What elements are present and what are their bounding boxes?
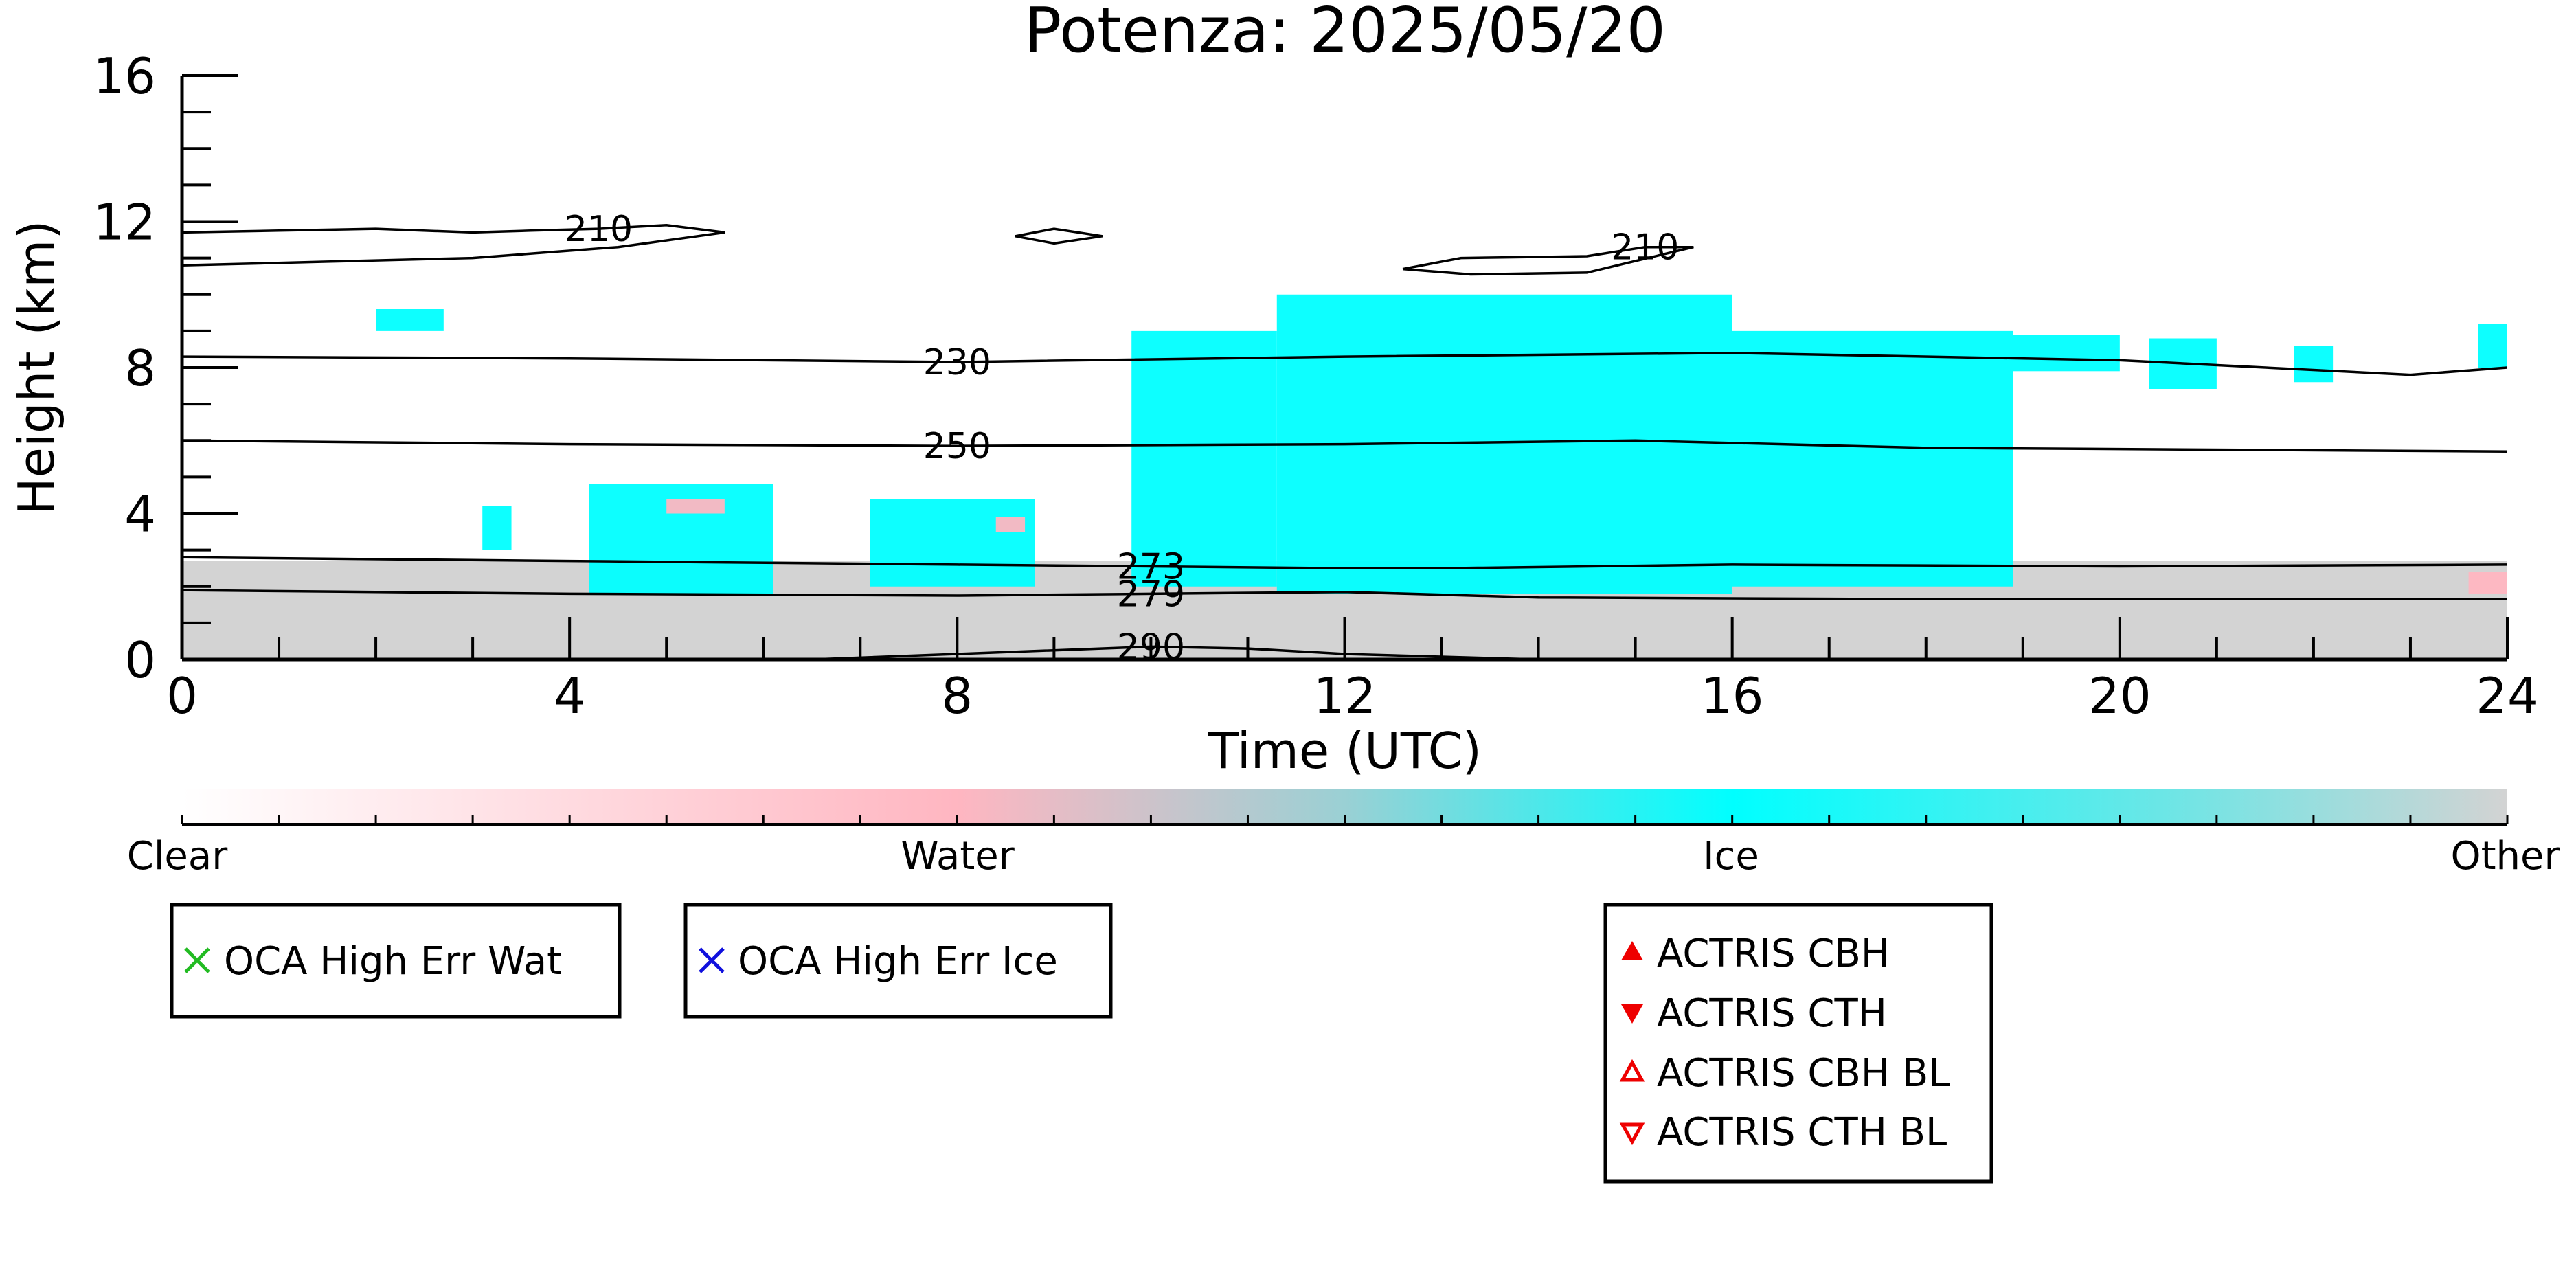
legend-actris: ACTRIS CBH ACTRIS CTH ACTRIS CBH BL ACTR… xyxy=(1603,903,1993,1184)
x-tick-label: 16 xyxy=(1701,667,1764,725)
contour-line xyxy=(1015,227,1103,245)
contour-line xyxy=(811,645,1539,659)
contour-label: 210 xyxy=(1611,227,1679,269)
contour-line xyxy=(182,589,2507,601)
legend-label: OCA High Err Ice xyxy=(738,939,1058,984)
x-tick-label: 4 xyxy=(554,667,585,725)
region-ice xyxy=(1732,330,2013,587)
legend-oca-water: OCA High Err Wat xyxy=(170,903,622,1019)
region-water xyxy=(995,517,1026,532)
region-water xyxy=(2468,572,2507,594)
contour-line xyxy=(1402,245,1694,276)
triangle-down-outline-icon xyxy=(1619,1122,1645,1146)
contour-label: 273 xyxy=(1117,547,1185,588)
legend-box xyxy=(1603,903,1993,1184)
x-axis-label: Time (UTC) xyxy=(1208,722,1482,780)
x-marker-icon xyxy=(184,947,210,973)
x-tick-label: 8 xyxy=(941,667,973,725)
chart-title: Potenza: 2025/05/20 xyxy=(1024,0,1666,67)
legend-label: ACTRIS CBH BL xyxy=(1657,1051,1950,1096)
x-tick-label: 0 xyxy=(166,667,198,725)
legend-label: ACTRIS CBH xyxy=(1657,931,1890,976)
x-tick-label: 12 xyxy=(1313,667,1377,725)
legend-box xyxy=(683,903,1113,1019)
x-tick-label: 20 xyxy=(2088,667,2151,725)
y-axis-label: Height (km) xyxy=(8,221,65,515)
y-tick-label: 8 xyxy=(124,339,156,397)
temperature-contours xyxy=(182,224,2507,659)
legend-label: OCA High Err Wat xyxy=(224,939,562,984)
colorbar-label-ice: Ice xyxy=(1703,834,1759,879)
contour-line xyxy=(182,556,2507,569)
region-ice xyxy=(2294,346,2334,383)
colorbar-label-other: Other xyxy=(2450,834,2560,879)
y-tick-label: 12 xyxy=(93,194,156,251)
x-ticks: 0 4 8 12 16 20 24 xyxy=(166,617,2539,725)
colorbar-label-water: Water xyxy=(901,834,1015,879)
classification-field xyxy=(182,294,2507,659)
y-ticks: 0 4 8 12 16 xyxy=(93,47,238,689)
colorbar-ticks xyxy=(181,815,2509,824)
triangle-down-icon xyxy=(1621,1004,1643,1024)
contour-label: 250 xyxy=(923,426,991,467)
y-tick-label: 4 xyxy=(124,486,156,543)
contour-label: 279 xyxy=(1117,574,1185,615)
legend-label: ACTRIS CTH BL xyxy=(1657,1110,1947,1155)
region-ice xyxy=(1131,330,1277,587)
triangle-up-icon xyxy=(1621,941,1643,960)
x-tick-label: 24 xyxy=(2476,667,2539,725)
region-ice xyxy=(376,309,444,331)
colorbar-label-clear: Clear xyxy=(127,834,228,879)
contour-label: 210 xyxy=(565,209,633,250)
contour-line xyxy=(182,439,2507,453)
legend-label: ACTRIS CTH xyxy=(1657,991,1887,1036)
contour-label: 230 xyxy=(923,342,991,383)
legend-oca-ice: OCA High Err Ice xyxy=(683,903,1113,1019)
y-tick-label: 16 xyxy=(93,47,156,105)
region-ice xyxy=(870,499,1035,587)
y-tick-label: 0 xyxy=(124,631,156,689)
contour-line xyxy=(182,224,725,267)
contour-line xyxy=(182,352,2507,376)
region-ice xyxy=(2478,324,2507,368)
x-marker-icon xyxy=(699,947,725,973)
legend-box xyxy=(170,903,622,1019)
region-ice xyxy=(2013,335,2120,372)
region-ice xyxy=(482,506,512,550)
triangle-up-outline-icon xyxy=(1619,1059,1645,1082)
region-water xyxy=(666,499,725,514)
